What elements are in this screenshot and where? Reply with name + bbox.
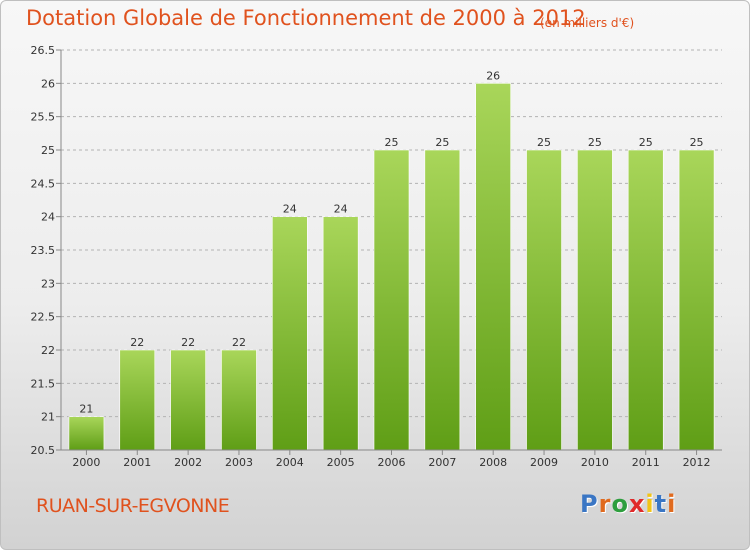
bar-2001[interactable] xyxy=(119,349,156,451)
axes xyxy=(56,49,722,455)
x-tick-label: 2000 xyxy=(72,456,100,469)
bar-value-label: 21 xyxy=(79,403,93,416)
x-tick-label: 2003 xyxy=(225,456,253,469)
bar-2010[interactable] xyxy=(577,149,613,451)
bar-2009[interactable] xyxy=(526,149,562,451)
bar-value-label: 25 xyxy=(690,136,704,149)
y-tick-label: 26.5 xyxy=(31,44,56,57)
bar-2004[interactable] xyxy=(272,216,308,451)
bar-value-label: 22 xyxy=(232,336,246,349)
labels: 20.5 21 21.5 22 22.5 23 23.5 24 24.5 25 25.5 26 26.5… xyxy=(31,44,711,469)
bar-2011[interactable] xyxy=(627,149,664,451)
y-tick-label: 22 xyxy=(41,344,55,357)
x-tick-label: 2005 xyxy=(327,456,355,469)
x-tick-label: 2008 xyxy=(479,456,507,469)
x-tick-label: 2002 xyxy=(174,456,202,469)
logo-letter: t xyxy=(654,490,668,518)
y-tick-label: 22.5 xyxy=(31,311,56,324)
logo-letter: o xyxy=(611,490,629,518)
bar-value-label: 25 xyxy=(385,136,399,149)
city-name: RUAN-SUR-EGVONNE xyxy=(36,495,230,517)
bar-2007[interactable] xyxy=(424,149,461,451)
logo-letter: r xyxy=(598,490,612,518)
bar-2008[interactable] xyxy=(475,83,511,451)
bar-value-label: 25 xyxy=(435,136,449,149)
bar-2005[interactable] xyxy=(322,216,359,451)
logo-letter: x xyxy=(628,490,646,518)
bars xyxy=(68,83,715,451)
bar-value-label: 22 xyxy=(130,336,144,349)
bar-value-label: 25 xyxy=(537,136,551,149)
y-tick-label: 23 xyxy=(41,277,55,290)
y-tick-label: 24 xyxy=(41,211,55,224)
y-tick-label: 25 xyxy=(41,144,55,157)
x-tick-label: 2004 xyxy=(276,456,304,469)
x-tick-label: 2006 xyxy=(378,456,406,469)
x-tick-label: 2007 xyxy=(428,456,456,469)
bar-2002[interactable] xyxy=(170,349,206,451)
proxiti-logo[interactable]: Proxiti xyxy=(580,490,676,518)
bar-value-label: 26 xyxy=(486,69,500,82)
chart-title: Dotation Globale de Fonctionnement de 20… xyxy=(26,6,586,30)
logo-letter: i xyxy=(667,490,677,518)
bar-value-label: 24 xyxy=(283,203,297,216)
bar-value-label: 25 xyxy=(588,136,602,149)
logo-letter: i xyxy=(645,490,655,518)
bar-2006[interactable] xyxy=(373,149,410,451)
logo-letter: P xyxy=(580,490,599,518)
x-tick-label: 2009 xyxy=(530,456,558,469)
y-tick-label: 23.5 xyxy=(31,244,56,257)
bar-2000[interactable] xyxy=(68,416,105,451)
y-tick-label: 21.5 xyxy=(31,377,56,390)
bar-2003[interactable] xyxy=(221,349,257,451)
x-tick-label: 2010 xyxy=(581,456,609,469)
x-tick-label: 2011 xyxy=(632,456,660,469)
bar-2012[interactable] xyxy=(678,149,715,451)
y-tick-label: 20.5 xyxy=(31,444,56,457)
y-tick-label: 21 xyxy=(41,411,55,424)
bar-value-label: 24 xyxy=(334,203,348,216)
x-tick-label: 2012 xyxy=(683,456,711,469)
x-tick-label: 2001 xyxy=(123,456,151,469)
bar-value-label: 25 xyxy=(639,136,653,149)
bar-value-label: 22 xyxy=(181,336,195,349)
chart-subtitle: (en milliers d'€) xyxy=(540,16,635,30)
y-tick-label: 26 xyxy=(41,77,55,90)
y-tick-label: 24.5 xyxy=(31,177,56,190)
y-tick-label: 25.5 xyxy=(31,111,56,124)
